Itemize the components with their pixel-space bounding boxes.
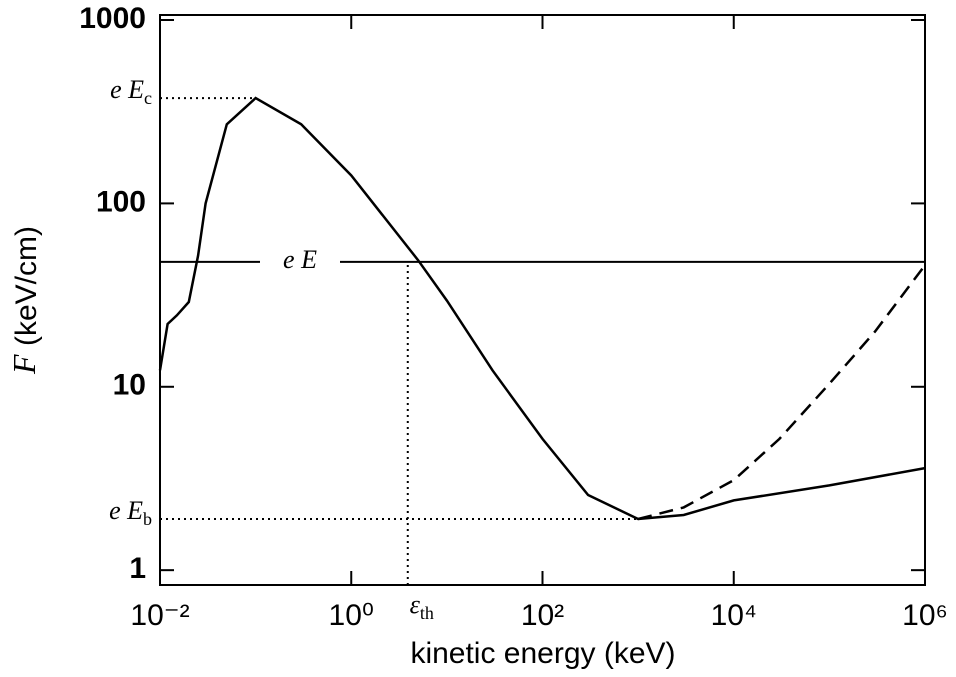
y-axis-variable: F xyxy=(6,354,42,375)
y-axis-unit: (keV/cm) xyxy=(10,226,43,346)
reference-label-main: e E xyxy=(283,245,317,274)
reference-label: e Ec xyxy=(110,75,152,108)
reference-label-main: e E xyxy=(109,496,143,525)
reference-label: e Eb xyxy=(109,496,152,529)
reference-label-sub: c xyxy=(144,88,152,108)
x-tick-label: 10² xyxy=(521,599,564,632)
reference-label-sub: b xyxy=(143,509,152,529)
y-tick-label: 1 xyxy=(129,552,146,585)
reference-label-main: ε xyxy=(410,590,421,619)
reference-label: εth xyxy=(410,590,434,623)
x-axis-label: kinetic energy (keV) xyxy=(410,637,675,670)
y-axis-label: F (keV/cm) xyxy=(6,226,43,375)
reference-label: e E xyxy=(283,245,317,274)
reference-label-sub: th xyxy=(420,603,434,623)
x-tick-label: 10⁻² xyxy=(130,599,189,632)
x-tick-label: 10⁴ xyxy=(711,599,757,632)
reference-label-main: e E xyxy=(110,75,144,104)
y-tick-label: 1000 xyxy=(79,2,146,35)
x-tick-label: 10⁰ xyxy=(329,599,374,632)
y-tick-label: 100 xyxy=(96,185,146,218)
y-tick-label: 10 xyxy=(113,369,146,402)
data-line xyxy=(637,264,926,521)
x-tick-label: 10⁶ xyxy=(902,599,948,632)
plot-frame xyxy=(159,14,926,586)
data-line xyxy=(158,96,926,521)
